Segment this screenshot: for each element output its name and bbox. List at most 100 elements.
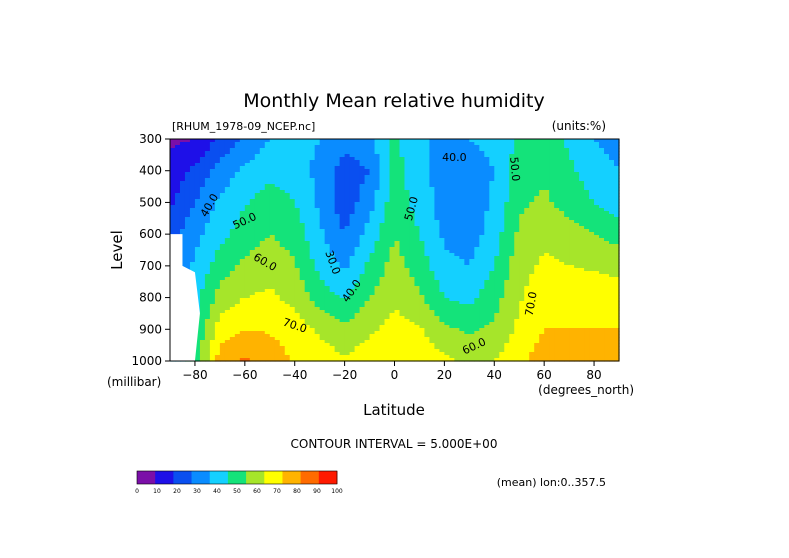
heat-cell	[269, 145, 276, 149]
heat-cell	[199, 187, 206, 191]
heat-cell	[189, 169, 196, 173]
heat-cell	[354, 232, 361, 236]
heat-cell	[339, 304, 346, 308]
heat-cell	[509, 169, 515, 173]
heat-cell	[279, 208, 286, 212]
heat-cell	[434, 277, 440, 281]
heat-cell	[209, 211, 216, 215]
heat-cell	[284, 178, 291, 182]
heat-cell	[374, 298, 381, 302]
heat-cell	[574, 145, 580, 149]
heat-cell	[234, 247, 241, 251]
heat-cell	[259, 250, 266, 254]
heat-cell	[609, 205, 615, 209]
heat-cell	[254, 226, 261, 230]
heat-cell	[444, 301, 450, 305]
heat-cell	[614, 181, 620, 185]
heat-cell	[609, 196, 615, 200]
heat-cell	[239, 229, 246, 233]
heat-cell	[224, 277, 231, 281]
heat-cell	[339, 199, 346, 203]
heat-cell	[444, 160, 450, 164]
heat-cell	[499, 178, 505, 182]
heat-cell	[594, 166, 600, 170]
heat-cell	[274, 139, 281, 143]
heat-cell	[179, 223, 186, 227]
heat-cell	[299, 181, 306, 185]
heat-cell	[239, 211, 246, 215]
heat-cell	[409, 247, 416, 251]
heat-cell	[239, 145, 246, 149]
heat-cell	[594, 259, 600, 263]
heat-cell	[479, 232, 485, 236]
heat-cell	[534, 292, 540, 296]
heat-cell	[444, 142, 450, 146]
heat-cell	[314, 145, 321, 149]
heat-cell	[414, 208, 421, 212]
heat-cell	[359, 205, 366, 209]
heat-cell	[359, 151, 366, 155]
heat-cell	[584, 250, 590, 254]
heat-cell	[249, 244, 256, 248]
heat-cell	[559, 280, 565, 284]
heat-cell	[329, 145, 336, 149]
heat-cell	[419, 247, 426, 251]
heat-cell	[549, 205, 555, 209]
heat-cell	[529, 175, 535, 179]
heat-cell	[384, 301, 391, 305]
heat-cell	[319, 190, 326, 194]
heat-cell	[529, 301, 535, 305]
heat-cell	[404, 205, 411, 209]
heat-cell	[439, 226, 445, 230]
heat-cell	[494, 145, 500, 149]
heat-cell	[479, 211, 485, 215]
heat-cell	[319, 154, 326, 158]
heat-cell	[454, 265, 460, 269]
heat-cell	[459, 214, 465, 218]
heat-cell	[579, 244, 585, 248]
heat-cell	[259, 139, 266, 143]
heat-cell	[534, 298, 540, 302]
heat-cell	[464, 271, 470, 275]
heat-cell	[214, 280, 221, 284]
heat-cell	[179, 253, 186, 257]
heat-cell	[364, 157, 371, 161]
heat-cell	[274, 259, 281, 263]
heat-cell	[559, 268, 565, 272]
heat-cell	[404, 193, 411, 197]
heat-cell	[199, 268, 206, 272]
heat-cell	[219, 253, 226, 257]
heat-cell	[234, 163, 241, 167]
heat-cell	[389, 298, 396, 302]
heat-cell	[314, 283, 321, 287]
heat-cell	[384, 280, 391, 284]
heat-cell	[214, 298, 221, 302]
heat-cell	[509, 262, 515, 266]
heat-cell	[379, 238, 386, 242]
heat-cell	[184, 160, 191, 164]
heat-cell	[199, 244, 206, 248]
heat-cell	[584, 199, 590, 203]
heat-cell	[594, 247, 600, 251]
heat-cell	[439, 202, 445, 206]
heat-cell	[404, 178, 411, 182]
heat-cell	[364, 139, 371, 143]
heat-cell	[464, 268, 470, 272]
heat-cell	[379, 283, 386, 287]
heat-cell	[284, 145, 291, 149]
heat-cell	[489, 220, 495, 224]
heat-cell	[479, 235, 485, 239]
heat-cell	[459, 295, 465, 299]
heat-cell	[439, 223, 445, 227]
heat-cell	[564, 259, 570, 263]
heat-cell	[489, 205, 495, 209]
heat-cell	[484, 298, 490, 302]
heat-cell	[414, 244, 421, 248]
heat-cell	[294, 151, 301, 155]
heat-cell	[319, 214, 326, 218]
heat-cell	[484, 247, 490, 251]
heat-cell	[414, 211, 421, 215]
heat-cell	[594, 235, 600, 239]
heat-cell	[194, 232, 201, 236]
heat-cell	[269, 223, 276, 227]
